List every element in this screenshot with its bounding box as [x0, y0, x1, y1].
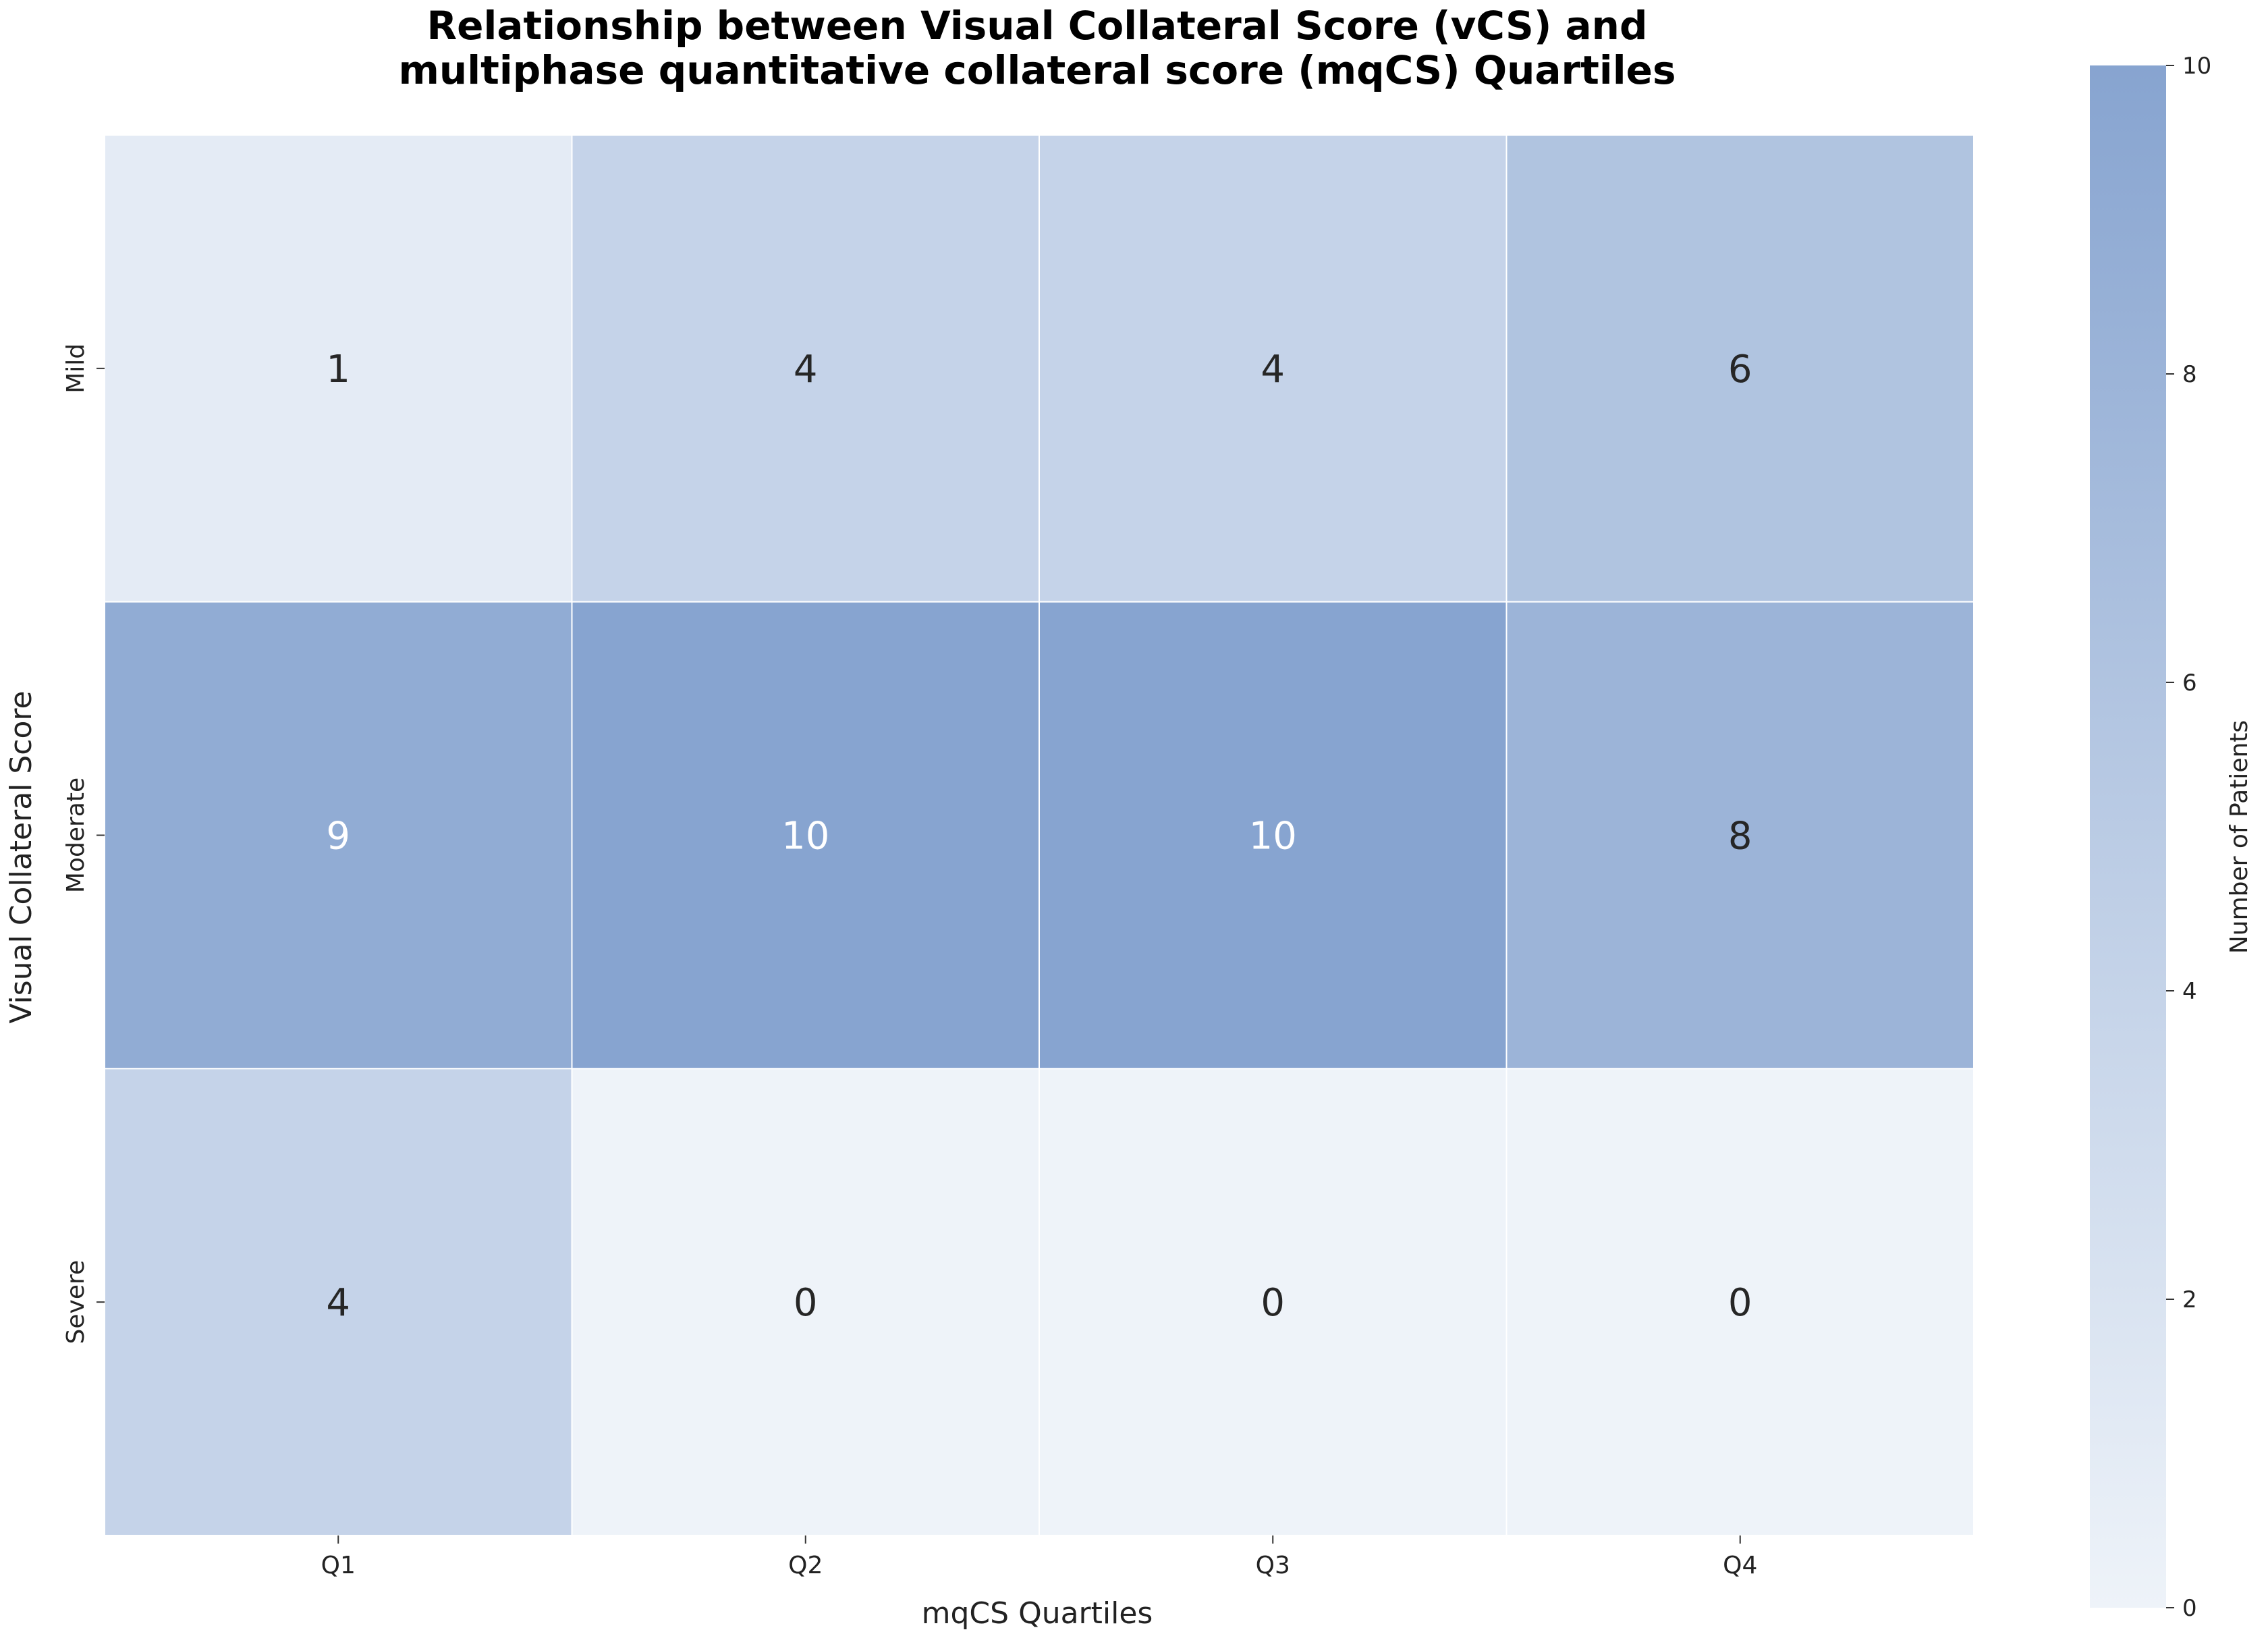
heatmap-cell-moderate-q1 [104, 601, 573, 1070]
x-axis-label: mqCS Quartiles [922, 1596, 1153, 1631]
x-axis-ticks: Q1 Q2 Q3 Q4 [321, 1535, 1757, 1579]
heatmap-cell-moderate-q2 [571, 601, 1040, 1070]
y-tick-label: Mild [62, 344, 90, 393]
colorbar-label: Number of Patients [2225, 720, 2253, 954]
x-tick-label: Q1 [321, 1552, 356, 1579]
cell-value-label: 0 [794, 1281, 818, 1325]
x-tick-label: Q4 [1723, 1552, 1757, 1579]
cell-value-label: 10 [1249, 815, 1297, 859]
cell-value-label: 10 [781, 815, 829, 859]
colorbar-tick-label: 10 [2182, 53, 2211, 80]
colorbar-tick-label: 8 [2182, 361, 2197, 388]
cell-value-label: 0 [1261, 1281, 1285, 1325]
colorbar-tick-label: 4 [2182, 978, 2197, 1005]
chart-title-line-1: Relationship between Visual Collateral S… [427, 3, 1648, 49]
heatmap-cell-labels: 1 4 4 6 9 10 10 8 4 0 0 0 [326, 348, 1752, 1325]
x-tick-label: Q3 [1256, 1552, 1290, 1579]
y-axis-label: Visual Collateral Score [4, 690, 38, 1023]
cell-value-label: 4 [326, 1281, 350, 1325]
cell-value-label: 0 [1728, 1281, 1752, 1325]
cell-value-label: 9 [326, 815, 350, 859]
y-tick-label: Moderate [62, 778, 90, 893]
heatmap-cell-moderate-q4 [1505, 601, 1974, 1070]
cell-value-label: 1 [326, 348, 350, 391]
heatmap-cell-moderate-q3 [1039, 601, 1508, 1070]
colorbar-tick-label: 0 [2182, 1595, 2197, 1622]
cell-value-label: 4 [794, 348, 818, 391]
colorbar-tick-label: 2 [2182, 1286, 2197, 1313]
heatmap-cell-mild-q1 [104, 134, 573, 603]
heatmap-cell-severe-q2 [571, 1068, 1040, 1537]
chart-title-line-2: multiphase quantitative collateral score… [398, 47, 1676, 93]
colorbar-tick-label: 6 [2182, 670, 2197, 697]
colorbar [2090, 65, 2166, 1608]
cell-value-label: 4 [1261, 348, 1285, 391]
colorbar-ticks: 0 2 4 6 8 10 [2166, 53, 2211, 1622]
y-tick-label: Severe [62, 1260, 90, 1344]
heatmap-cell-mild-q4 [1505, 134, 1974, 603]
x-tick-label: Q2 [788, 1552, 823, 1579]
heatmap-cell-mild-q2 [571, 134, 1040, 603]
heatmap-cells [104, 134, 1974, 1537]
cell-value-label: 8 [1728, 815, 1752, 859]
heatmap-cell-mild-q3 [1039, 134, 1508, 603]
y-axis-ticks: Mild Moderate Severe [62, 344, 105, 1344]
cell-value-label: 6 [1728, 348, 1752, 391]
heatmap-cell-severe-q4 [1505, 1068, 1974, 1537]
